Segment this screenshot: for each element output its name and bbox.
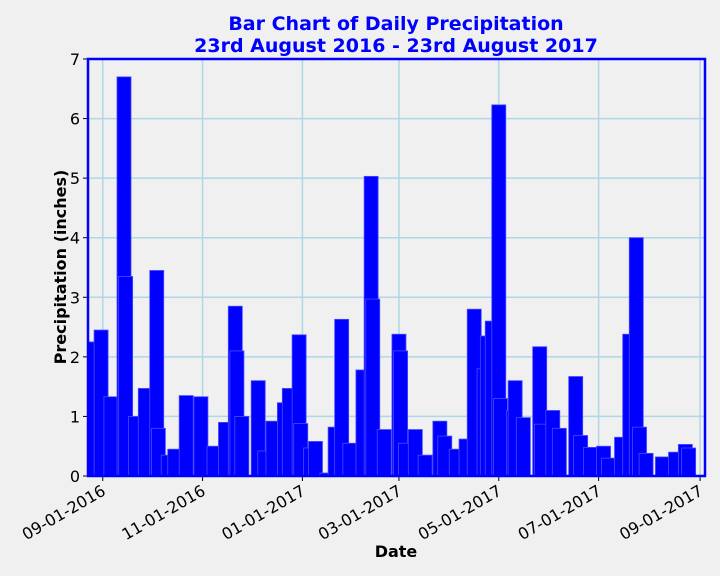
- y-tick-label: 7: [70, 50, 80, 69]
- bar: [655, 456, 670, 477]
- y-tick-label: 4: [70, 229, 80, 248]
- chart-subtitle: 23rd August 2016 - 23rd August 2017: [194, 35, 598, 57]
- bar: [376, 429, 392, 477]
- bar: [583, 447, 598, 477]
- bar: [193, 396, 209, 477]
- bar: [638, 452, 654, 477]
- bar: [493, 398, 508, 477]
- x-axis-label: Date: [375, 542, 418, 561]
- bar: [417, 454, 433, 477]
- y-tick-label: 0: [70, 467, 80, 486]
- y-tick-label: 6: [70, 110, 80, 129]
- bar: [308, 441, 323, 477]
- y-tick-label: 3: [70, 288, 80, 307]
- bar: [551, 427, 567, 477]
- chart-title: Bar Chart of Daily Precipitation: [228, 13, 563, 35]
- bar: [234, 416, 250, 477]
- bar: [178, 395, 194, 477]
- bar: [681, 447, 697, 477]
- y-tick-label: 5: [70, 169, 80, 188]
- y-tick-label: 2: [70, 348, 80, 367]
- y-tick-label: 1: [70, 407, 80, 426]
- bar: [601, 457, 616, 477]
- y-axis-label: Precipitation (inches): [51, 170, 70, 365]
- bar: [103, 396, 119, 477]
- plot-frame: [86, 57, 707, 478]
- bar: [342, 442, 358, 477]
- bar: [515, 417, 531, 477]
